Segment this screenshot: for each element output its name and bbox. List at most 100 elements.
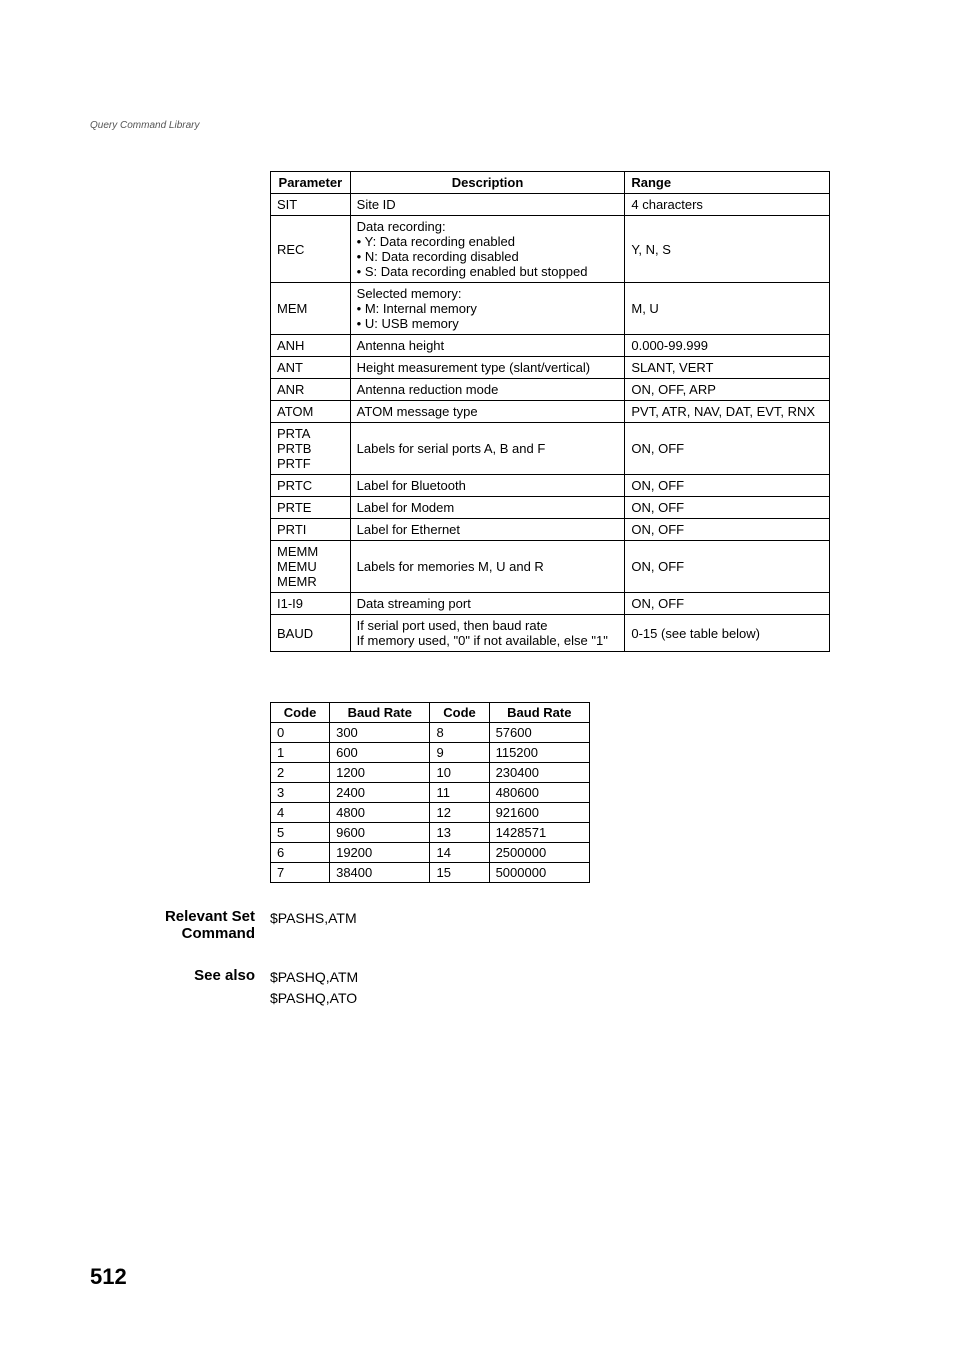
param-header-range: Range xyxy=(625,172,830,194)
baud-cell: 2400 xyxy=(330,783,430,803)
baud-cell: 2 xyxy=(271,763,330,783)
table-row: 0300857600 xyxy=(271,723,590,743)
table-row: 738400155000000 xyxy=(271,863,590,883)
desc-cell: Label for Ethernet xyxy=(350,519,625,541)
baud-cell: 14 xyxy=(430,843,489,863)
baud-cell: 19200 xyxy=(330,843,430,863)
desc-cell: Labels for memories M, U and R xyxy=(350,541,625,593)
see-also-body: $PASHQ,ATM $PASHQ,ATO xyxy=(270,967,358,1009)
table-row: MEMM MEMU MEMRLabels for memories M, U a… xyxy=(271,541,830,593)
baud-cell: 1428571 xyxy=(489,823,589,843)
baud-rate-table: Code Baud Rate Code Baud Rate 0300857600… xyxy=(270,702,590,883)
baud-cell: 600 xyxy=(330,743,430,763)
range-cell: ON, OFF xyxy=(625,519,830,541)
table-row: ANTHeight measurement type (slant/vertic… xyxy=(271,357,830,379)
param-cell: I1-I9 xyxy=(271,593,351,615)
baud-cell: 10 xyxy=(430,763,489,783)
desc-cell: Labels for serial ports A, B and F xyxy=(350,423,625,475)
baud-cell: 3 xyxy=(271,783,330,803)
desc-cell: Height measurement type (slant/vertical) xyxy=(350,357,625,379)
param-cell: ATOM xyxy=(271,401,351,423)
table-row: RECData recording:Y: Data recording enab… xyxy=(271,216,830,283)
baud-cell: 115200 xyxy=(489,743,589,763)
baud-cell: 11 xyxy=(430,783,489,803)
baud-header-code2: Code xyxy=(430,703,489,723)
baud-header-rate2: Baud Rate xyxy=(489,703,589,723)
range-cell: 0-15 (see table below) xyxy=(625,615,830,652)
range-cell: ON, OFF xyxy=(625,541,830,593)
baud-cell: 1200 xyxy=(330,763,430,783)
relevant-set-body: $PASHS,ATM xyxy=(270,908,357,942)
param-cell: MEMM MEMU MEMR xyxy=(271,541,351,593)
desc-cell: Data recording:Y: Data recording enabled… xyxy=(350,216,625,283)
desc-cell: Label for Bluetooth xyxy=(350,475,625,497)
desc-cell: Site ID xyxy=(350,194,625,216)
range-cell: ON, OFF xyxy=(625,593,830,615)
baud-header-row: Code Baud Rate Code Baud Rate xyxy=(271,703,590,723)
table-row: ANHAntenna height0.000-99.999 xyxy=(271,335,830,357)
param-cell: SIT xyxy=(271,194,351,216)
page-number: 512 xyxy=(90,1264,127,1290)
table-row: 59600131428571 xyxy=(271,823,590,843)
range-cell: 4 characters xyxy=(625,194,830,216)
desc-cell: Antenna height xyxy=(350,335,625,357)
range-cell: ON, OFF xyxy=(625,423,830,475)
table-row: PRTA PRTB PRTFLabels for serial ports A,… xyxy=(271,423,830,475)
parameter-table: Parameter Description Range SITSite ID4 … xyxy=(270,171,830,652)
table-row: 4480012921600 xyxy=(271,803,590,823)
baud-cell: 230400 xyxy=(489,763,589,783)
table-row: MEMSelected memory:M: Internal memoryU: … xyxy=(271,283,830,335)
baud-cell: 4 xyxy=(271,803,330,823)
baud-cell: 6 xyxy=(271,843,330,863)
baud-cell: 480600 xyxy=(489,783,589,803)
table-row: PRTELabel for ModemON, OFF xyxy=(271,497,830,519)
table-row: SITSite ID4 characters xyxy=(271,194,830,216)
baud-cell: 7 xyxy=(271,863,330,883)
param-cell: MEM xyxy=(271,283,351,335)
table-row: ATOMATOM message typePVT, ATR, NAV, DAT,… xyxy=(271,401,830,423)
desc-cell: If serial port used, then baud rate If m… xyxy=(350,615,625,652)
table-row: 2120010230400 xyxy=(271,763,590,783)
range-cell: ON, OFF xyxy=(625,475,830,497)
param-cell: REC xyxy=(271,216,351,283)
range-cell: Y, N, S xyxy=(625,216,830,283)
desc-cell: Data streaming port xyxy=(350,593,625,615)
baud-cell: 9 xyxy=(430,743,489,763)
param-cell: PRTE xyxy=(271,497,351,519)
table-row: PRTCLabel for BluetoothON, OFF xyxy=(271,475,830,497)
table-row: 16009115200 xyxy=(271,743,590,763)
see-also-label: See also xyxy=(90,967,270,1009)
relevant-set-section: Relevant Set Command $PASHS,ATM xyxy=(90,908,864,942)
range-cell: ON, OFF, ARP xyxy=(625,379,830,401)
baud-cell: 8 xyxy=(430,723,489,743)
param-cell: ANT xyxy=(271,357,351,379)
baud-cell: 300 xyxy=(330,723,430,743)
desc-cell: ATOM message type xyxy=(350,401,625,423)
range-cell: ON, OFF xyxy=(625,497,830,519)
table-row: I1-I9Data streaming portON, OFF xyxy=(271,593,830,615)
param-cell: PRTI xyxy=(271,519,351,541)
range-cell: PVT, ATR, NAV, DAT, EVT, RNX xyxy=(625,401,830,423)
desc-cell: Selected memory:M: Internal memoryU: USB… xyxy=(350,283,625,335)
param-header-row: Parameter Description Range xyxy=(271,172,830,194)
param-cell: BAUD xyxy=(271,615,351,652)
param-cell: PRTA PRTB PRTF xyxy=(271,423,351,475)
desc-cell: Antenna reduction mode xyxy=(350,379,625,401)
table-row: ANRAntenna reduction modeON, OFF, ARP xyxy=(271,379,830,401)
param-cell: PRTC xyxy=(271,475,351,497)
baud-cell: 0 xyxy=(271,723,330,743)
baud-cell: 57600 xyxy=(489,723,589,743)
baud-cell: 38400 xyxy=(330,863,430,883)
baud-cell: 2500000 xyxy=(489,843,589,863)
see-also-section: See also $PASHQ,ATM $PASHQ,ATO xyxy=(90,967,864,1009)
baud-cell: 921600 xyxy=(489,803,589,823)
table-row: 619200142500000 xyxy=(271,843,590,863)
baud-header-code1: Code xyxy=(271,703,330,723)
baud-header-rate1: Baud Rate xyxy=(330,703,430,723)
table-row: PRTILabel for EthernetON, OFF xyxy=(271,519,830,541)
baud-cell: 12 xyxy=(430,803,489,823)
param-header-desc: Description xyxy=(350,172,625,194)
relevant-set-label: Relevant Set Command xyxy=(90,908,270,942)
range-cell: SLANT, VERT xyxy=(625,357,830,379)
table-row: 3240011480600 xyxy=(271,783,590,803)
